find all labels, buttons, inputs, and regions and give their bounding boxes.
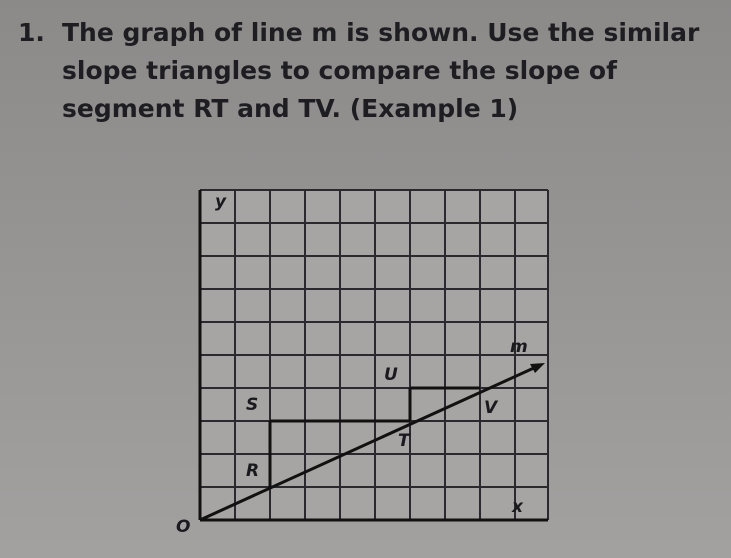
point-label: V: [484, 398, 499, 418]
arrowhead: [530, 363, 545, 373]
point-label: T: [398, 431, 411, 451]
question-number: 1.: [18, 18, 45, 47]
line-label: m: [510, 337, 528, 357]
point-label: S: [246, 395, 258, 415]
slope-triangles: [268, 386, 480, 487]
question-text: The graph of line m is shown. Use the si…: [62, 18, 700, 123]
x-axis-label: x: [511, 497, 524, 517]
line-m: [199, 365, 537, 522]
question: 1. The graph of line m is shown. Use the…: [18, 14, 718, 123]
origin-label: O: [176, 517, 190, 537]
point-label: R: [246, 461, 259, 481]
point-label: U: [384, 365, 398, 385]
y-axis-label: y: [215, 192, 227, 212]
